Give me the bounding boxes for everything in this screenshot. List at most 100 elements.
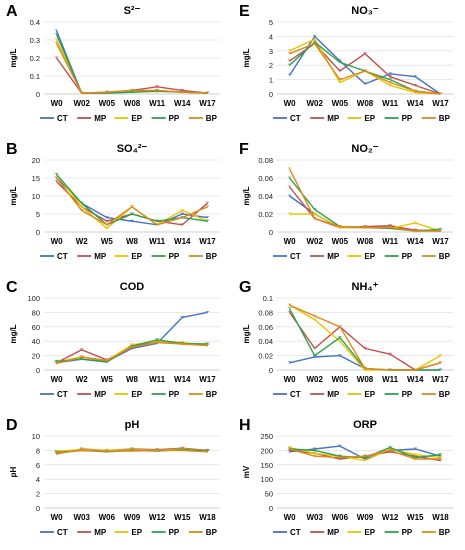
x-tick-label: W0: [284, 99, 297, 108]
chart-panel-g: G NH₄⁺ mg/L 0 0.02 0.04 0.06 0.08 0.1 W0 W02 W05 W08…: [239, 279, 453, 399]
legend-label-mp: MP: [94, 252, 107, 261]
legend-label-ct: CT: [57, 390, 68, 399]
y-axis-label: pH: [9, 466, 18, 477]
x-tick-label: W03: [306, 513, 323, 522]
y-tick-label: 0: [269, 90, 273, 99]
chart-panel-a: A S²⁻ mg/L 0 0.1 0.2 0.3 0.4 W0 W02 W05 W08 W11 W14 W1…: [6, 3, 220, 123]
x-tick-label: W02: [73, 99, 90, 108]
x-tick-label: W11: [382, 99, 399, 108]
chart-title: SO₄²⁻: [117, 143, 148, 155]
y-axis-label: mV: [242, 465, 251, 478]
x-tick-label: W0: [51, 513, 64, 522]
legend-label-bp: BP: [206, 114, 218, 123]
x-tick-label: W2: [76, 375, 89, 384]
series-line-bp: [56, 177, 208, 226]
x-tick-label: W11: [382, 375, 399, 384]
y-tick-label: 10: [32, 432, 40, 441]
panel-letter: E: [239, 3, 250, 20]
x-tick-label: W02: [306, 237, 323, 246]
series-line-bp: [55, 43, 208, 94]
chart-panel-b: B SO₄²⁻ mg/L 0 5 10 15 20 W0 W2 W5 W8 W11 W14 W17 CT MP E…: [6, 141, 220, 261]
x-tick-label: W0: [284, 237, 297, 246]
y-tick-label: 0.08: [258, 156, 273, 165]
chart-title: S²⁻: [124, 5, 141, 17]
y-tick-label: 0.04: [258, 337, 273, 346]
y-tick-label: 20: [32, 352, 40, 361]
y-axis-label: mg/L: [9, 186, 18, 205]
legend-label-pp: PP: [169, 528, 180, 537]
y-axis-label: mg/L: [9, 48, 18, 67]
x-tick-label: W8: [126, 375, 139, 384]
legend-label-ct: CT: [57, 252, 68, 261]
y-tick-label: 0: [269, 366, 273, 375]
y-tick-label: 0.08: [258, 308, 273, 317]
x-tick-label: W0: [51, 237, 64, 246]
y-tick-label: 2: [36, 490, 40, 499]
chart-title: COD: [120, 281, 145, 293]
y-tick-label: 0: [36, 366, 40, 375]
y-axis-label: mg/L: [9, 324, 18, 343]
y-tick-label: 0.1: [30, 72, 40, 81]
y-tick-label: 60: [32, 323, 40, 332]
y-tick-label: 0.2: [30, 54, 40, 63]
legend-label-ct: CT: [290, 252, 301, 261]
y-tick-label: 5: [269, 18, 273, 27]
legend-label-ct: CT: [290, 528, 301, 537]
chart-title: NO₂⁻: [351, 143, 378, 155]
chart-title: pH: [125, 419, 140, 431]
y-tick-label: 0.02: [258, 210, 273, 219]
x-tick-label: W09: [124, 513, 141, 522]
x-tick-label: W11: [382, 237, 399, 246]
legend-label-ct: CT: [290, 390, 301, 399]
y-tick-label: 1: [269, 76, 273, 85]
y-tick-label: 0.4: [30, 18, 40, 27]
x-tick-label: W17: [199, 99, 216, 108]
y-tick-label: 20: [32, 156, 40, 165]
x-tick-label: W11: [149, 375, 166, 384]
x-tick-label: W02: [306, 375, 323, 384]
series-line-bp: [289, 304, 441, 371]
x-tick-label: W0: [284, 513, 297, 522]
panel-letter: H: [239, 417, 251, 434]
x-tick-label: W05: [332, 375, 349, 384]
legend-label-ct: CT: [290, 114, 301, 123]
y-tick-label: 5: [36, 210, 40, 219]
y-tick-label: 0: [269, 504, 273, 513]
x-tick-label: W15: [174, 513, 191, 522]
legend-label-mp: MP: [94, 528, 107, 537]
y-tick-label: 150: [260, 461, 273, 470]
chart-title: NO₃⁻: [351, 5, 379, 17]
x-tick-label: W06: [332, 513, 349, 522]
y-tick-label: 0: [36, 504, 40, 513]
x-tick-label: W11: [149, 99, 166, 108]
legend-label-pp: PP: [402, 252, 413, 261]
legend-label-bp: BP: [439, 528, 451, 537]
y-tick-label: 250: [260, 432, 273, 441]
x-tick-label: W12: [382, 513, 399, 522]
x-tick-label: W14: [407, 375, 424, 384]
y-tick-label: 40: [32, 337, 40, 346]
y-tick-label: 0: [36, 228, 40, 237]
legend-label-pp: PP: [169, 114, 180, 123]
legend-label-ep: EP: [131, 114, 142, 123]
y-tick-label: 3: [269, 47, 273, 56]
x-tick-label: W14: [174, 237, 191, 246]
x-tick-label: W08: [357, 99, 374, 108]
x-tick-label: W08: [357, 237, 374, 246]
y-tick-label: 0.06: [258, 174, 273, 183]
chart-panel-h: H ORP mV 0 50 100 150 200 250 W0 W03 W06 W09 W12 W15 W1…: [239, 417, 453, 537]
x-tick-label: W06: [99, 513, 116, 522]
series-line-bp: [289, 42, 441, 95]
x-tick-label: W17: [432, 237, 449, 246]
series-line-bp: [289, 448, 441, 460]
legend-label-mp: MP: [327, 252, 340, 261]
panel-letter: G: [239, 279, 251, 296]
x-tick-label: W05: [332, 99, 349, 108]
x-tick-label: W8: [126, 237, 139, 246]
x-tick-label: W2: [76, 237, 89, 246]
x-tick-label: W5: [101, 375, 114, 384]
y-tick-label: 6: [36, 461, 40, 470]
x-tick-label: W11: [149, 237, 166, 246]
y-tick-label: 80: [32, 308, 40, 317]
